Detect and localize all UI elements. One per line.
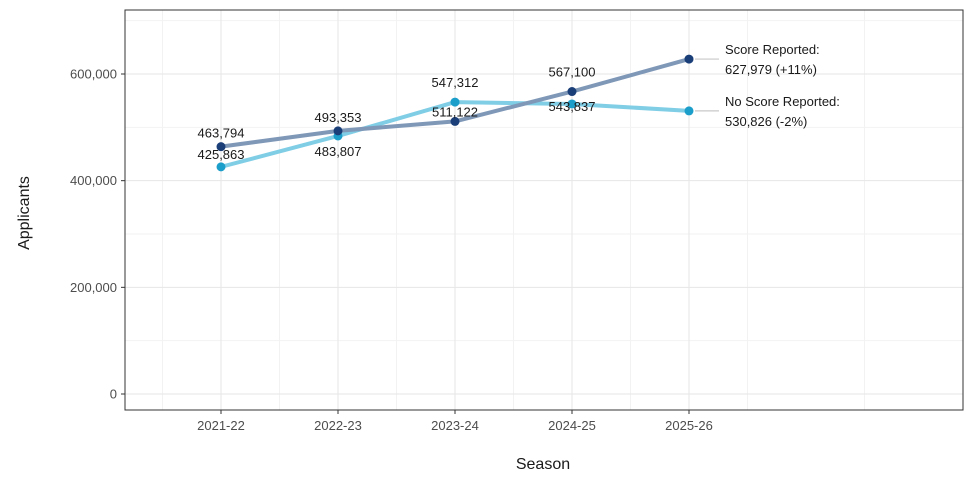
- data-label-noscore: 425,863: [198, 147, 245, 162]
- y-tick-label: 400,000: [70, 173, 117, 188]
- x-tick-label: 2022-23: [314, 418, 362, 433]
- minor-gridlines: [125, 10, 963, 410]
- point-score: [450, 116, 460, 126]
- data-label-noscore: 543,837: [549, 99, 596, 114]
- point-noscore: [567, 99, 577, 109]
- y-tick-label: 600,000: [70, 67, 117, 82]
- point-noscore: [684, 106, 694, 116]
- data-label-score: 463,794: [198, 126, 245, 141]
- data-label-noscore: 483,807: [315, 144, 362, 159]
- x-tick-label: 2023-24: [431, 418, 479, 433]
- point-noscore: [216, 162, 226, 172]
- end-label-title-score: Score Reported:: [725, 42, 820, 57]
- panel-border: [124, 9, 964, 411]
- major-gridlines: [125, 10, 963, 410]
- x-tick-label: 2021-22: [197, 418, 245, 433]
- point-score: [216, 142, 226, 152]
- y-tick-label: 200,000: [70, 280, 117, 295]
- data-label-score: 567,100: [549, 65, 596, 80]
- y-axis-ticks: 0 200,000 400,000 600,000: [70, 67, 125, 402]
- end-label-value-noscore: 530,826 (-2%): [725, 114, 807, 129]
- point-score: [333, 126, 343, 136]
- point-score: [684, 54, 694, 64]
- point-noscore: [450, 97, 460, 107]
- end-label-title-noscore: No Score Reported:: [725, 94, 840, 109]
- data-label-score: 511,122: [432, 104, 478, 119]
- data-labels: 463,794 493,353 511,122 567,100 425,863 483,8…: [198, 42, 840, 162]
- x-axis-ticks: 2021-22 2022-23 2023-24 2024-25 2025-26: [197, 410, 713, 433]
- point-score: [567, 87, 577, 97]
- x-tick-label: 2024-25: [548, 418, 596, 433]
- data-label-noscore: 547,312: [432, 75, 479, 90]
- x-tick-label: 2025-26: [665, 418, 713, 433]
- y-axis-title: Applicants: [16, 176, 33, 250]
- end-label-value-score: 627,979 (+11%): [725, 62, 817, 77]
- x-axis-title: Season: [516, 456, 570, 473]
- data-label-score: 493,353: [315, 110, 362, 125]
- y-tick-label: 0: [110, 387, 117, 402]
- series-points: [216, 54, 694, 172]
- end-label-leaders: [695, 58, 719, 112]
